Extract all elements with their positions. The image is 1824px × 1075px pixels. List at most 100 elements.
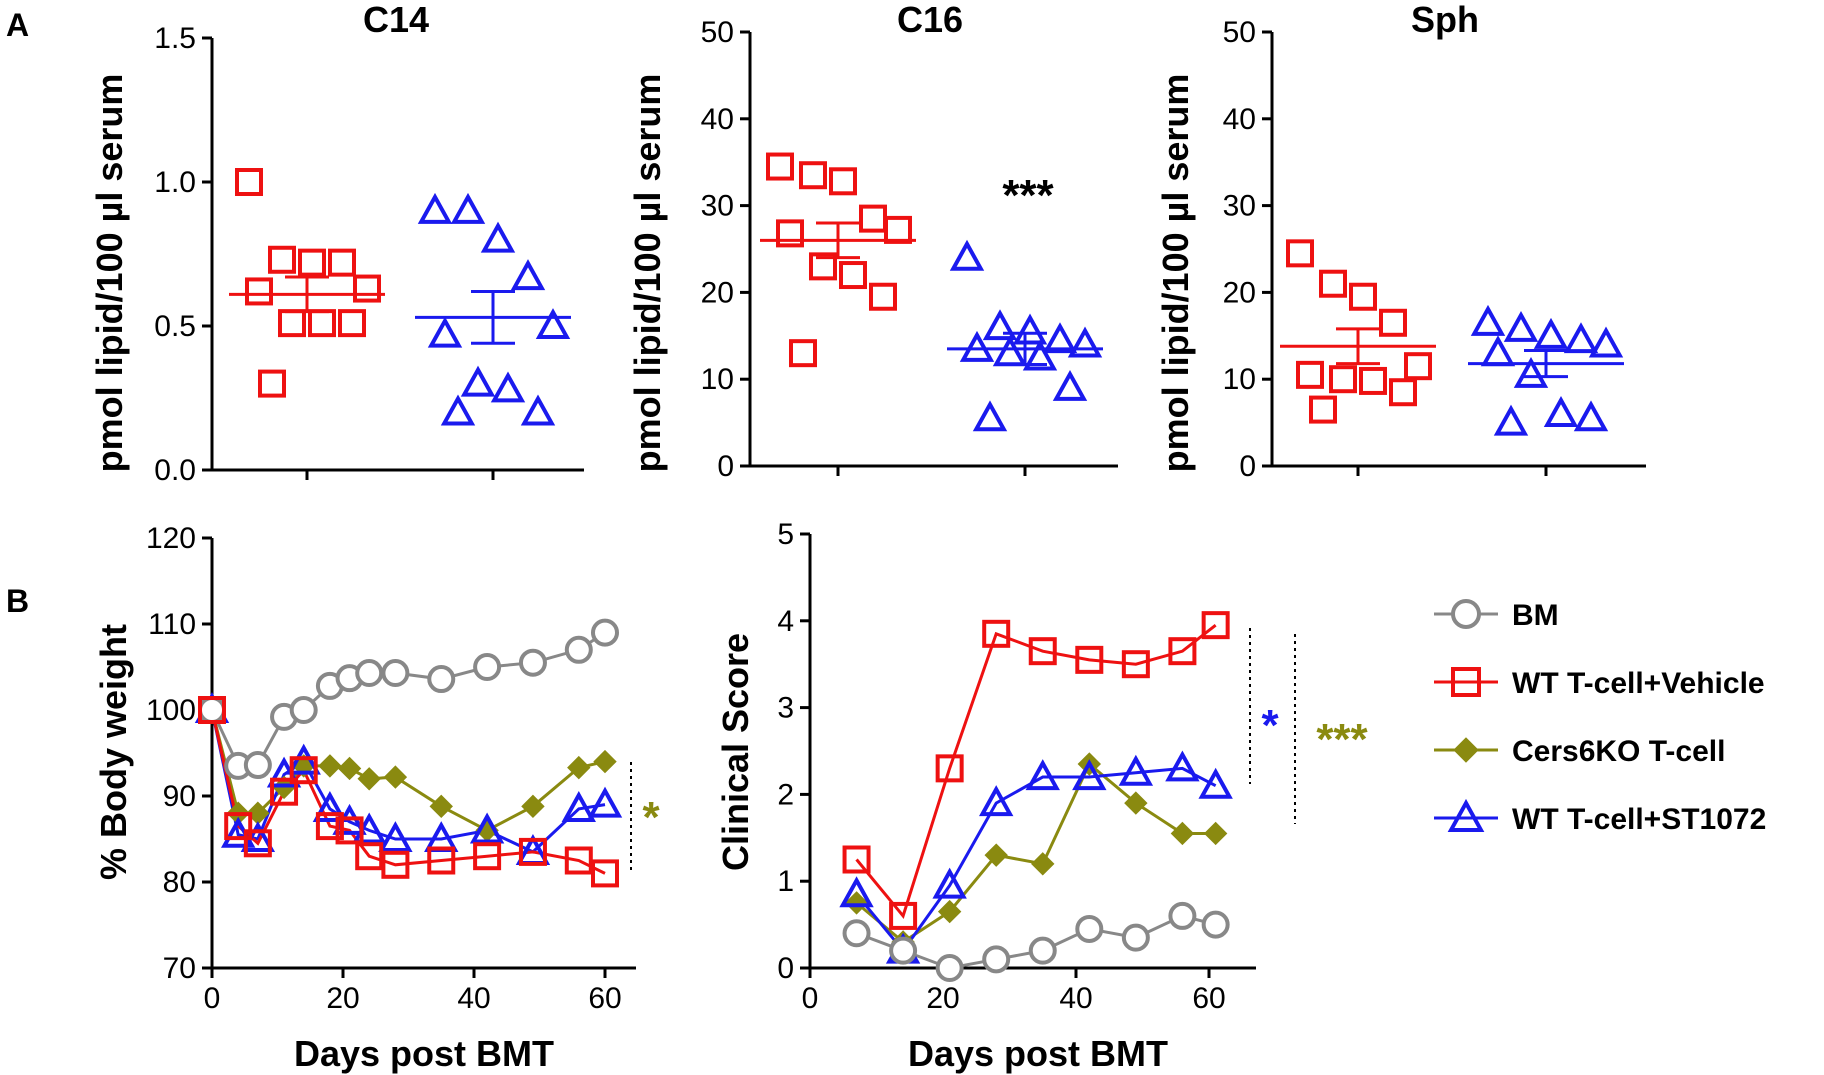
x-tick-label: 40	[1059, 982, 1092, 1015]
data-point	[1404, 352, 1432, 381]
x-ticks: 0 20 40 60	[204, 968, 622, 1015]
data-point	[839, 261, 867, 290]
x-tick-label: 0	[204, 982, 221, 1015]
data-point	[1470, 304, 1506, 336]
data-point	[381, 659, 410, 688]
data-point	[1533, 317, 1569, 349]
y-ticks: 0 10 20 30 40 50	[701, 16, 750, 483]
data-point	[1543, 396, 1579, 427]
data-point	[518, 648, 547, 677]
y-tick-label: 50	[1223, 16, 1256, 49]
data-point	[318, 754, 342, 778]
data-point	[353, 274, 381, 303]
data-point	[889, 901, 918, 930]
series-line	[210, 709, 606, 833]
data-point	[427, 316, 463, 348]
y-tick-label: 40	[701, 103, 734, 136]
data-point	[535, 308, 571, 340]
data-point	[844, 891, 869, 915]
data-point	[315, 812, 344, 841]
data-point	[789, 339, 817, 368]
data-point	[1028, 936, 1057, 965]
legend-marker	[1453, 737, 1479, 763]
data-point	[1588, 326, 1624, 358]
y-tick-label: 70	[163, 952, 196, 985]
data-point	[935, 954, 964, 982]
legend-label: BM	[1512, 599, 1559, 632]
data-point	[809, 252, 837, 281]
y-tick-label: 3	[777, 692, 794, 725]
data-point	[490, 371, 526, 403]
y-axis-title: pmol lipid/100 µl serum	[1155, 74, 1196, 473]
data-point	[1075, 645, 1104, 674]
x-tick-label: 60	[588, 982, 621, 1015]
legend-label: WT T-cell+ST1072	[1512, 803, 1766, 836]
data-point	[564, 846, 593, 875]
x-ticks: 0 20 40 60	[802, 968, 1226, 1015]
data-point	[1118, 754, 1154, 786]
data-point	[1309, 395, 1337, 424]
data-point	[224, 812, 253, 841]
data-point	[245, 277, 273, 306]
y-tick-label: 110	[148, 608, 196, 641]
data-point	[799, 161, 827, 190]
data-point	[564, 635, 593, 664]
data-point	[776, 219, 804, 248]
data-point	[842, 919, 871, 948]
data-point	[1028, 637, 1057, 666]
data-point	[337, 756, 362, 781]
data-point	[1379, 308, 1407, 337]
data-point	[567, 755, 591, 780]
data-point	[510, 259, 546, 291]
y-tick-label: 20	[701, 276, 734, 309]
data-point	[308, 309, 336, 338]
panel-label-b: B	[6, 583, 29, 619]
data-point	[1042, 322, 1078, 354]
x-tick-label: 20	[926, 982, 959, 1015]
legend: BM WT T-cell+Vehicle Cers6KO T-cell WT T-ce…	[1434, 599, 1766, 836]
data-point	[561, 790, 596, 822]
data-point	[1165, 750, 1200, 782]
data-point	[949, 239, 985, 271]
data-point	[440, 394, 476, 426]
data-point	[1052, 369, 1088, 401]
data-point	[1075, 914, 1104, 943]
y-axis-title: pmol lipid/100 µl serum	[627, 74, 668, 473]
legend-marker	[1451, 599, 1481, 629]
data-point	[1012, 313, 1048, 345]
data-point	[869, 282, 897, 311]
data-point	[1121, 650, 1150, 679]
y-tick-label: 30	[1223, 190, 1256, 223]
y-tick-label: 1.0	[154, 166, 196, 199]
legend-label: Cers6KO T-cell	[1512, 735, 1725, 768]
data-point	[1031, 852, 1055, 876]
data-point	[1168, 637, 1197, 666]
y-axis-title: pmol lipid/100 µl serum	[89, 74, 130, 473]
data-point	[935, 754, 964, 783]
data-point	[258, 369, 286, 398]
series-line	[855, 766, 1217, 954]
y-tick-label: 120	[146, 522, 196, 555]
chart-sph: Sph pmol lipid/100 µl serum 0 10 20 30 40 50	[1155, 0, 1646, 483]
data-point	[1170, 821, 1195, 846]
data-point	[335, 816, 364, 845]
y-axis-title: Clinical Score	[715, 633, 756, 871]
data-point	[427, 665, 456, 694]
y-tick-label: 0	[717, 450, 734, 483]
data-point	[1201, 910, 1230, 939]
chart-title: C14	[363, 0, 429, 40]
y-tick-label: 5	[777, 518, 794, 551]
data-point	[932, 867, 967, 899]
data-point	[979, 785, 1014, 817]
y-tick-label: 10	[701, 363, 734, 396]
data-point	[268, 245, 296, 274]
y-tick-label: 50	[701, 16, 734, 49]
data-point	[473, 842, 502, 871]
x-tick-label: 40	[457, 982, 490, 1015]
data-point	[270, 777, 299, 806]
data-point	[198, 696, 226, 724]
data-point	[355, 659, 384, 688]
y-tick-label: 1	[777, 865, 794, 898]
data-point	[198, 696, 226, 724]
